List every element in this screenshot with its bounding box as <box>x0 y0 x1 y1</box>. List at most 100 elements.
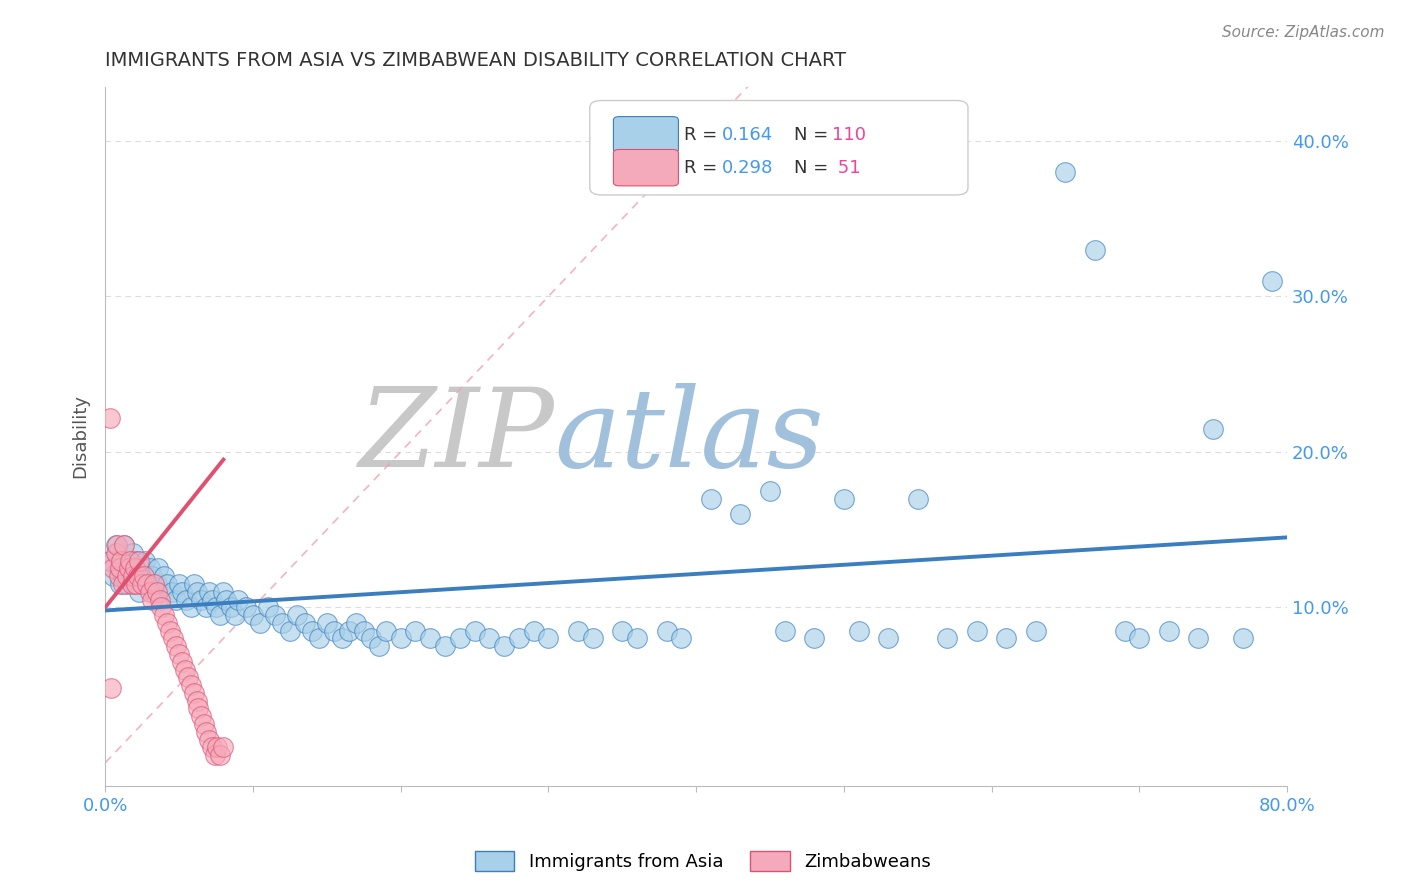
Point <box>104 538 127 552</box>
Point <box>730 507 752 521</box>
Point <box>1187 632 1209 646</box>
Point <box>124 561 146 575</box>
Point <box>197 584 219 599</box>
Point <box>146 577 169 591</box>
Point <box>122 569 145 583</box>
Point <box>226 592 249 607</box>
Point <box>271 615 294 630</box>
Point <box>249 615 271 630</box>
Point <box>108 554 131 568</box>
Text: R =: R = <box>685 126 723 144</box>
Point <box>167 647 190 661</box>
Point <box>149 592 172 607</box>
Point <box>141 592 163 607</box>
Point <box>104 546 127 560</box>
Point <box>131 577 153 591</box>
Point <box>315 615 337 630</box>
Point <box>294 615 316 630</box>
Point <box>235 600 257 615</box>
Point <box>183 686 205 700</box>
Point <box>1084 243 1107 257</box>
Point <box>138 584 160 599</box>
Point <box>148 561 170 575</box>
Point <box>190 592 212 607</box>
Text: N =: N = <box>794 126 834 144</box>
Point <box>224 608 246 623</box>
Y-axis label: Disability: Disability <box>72 394 89 478</box>
Point <box>118 561 141 575</box>
Point <box>117 577 139 591</box>
Point <box>165 592 187 607</box>
Point <box>98 554 121 568</box>
Point <box>209 608 232 623</box>
Point <box>107 561 129 575</box>
Point <box>995 632 1018 646</box>
Point <box>121 569 143 583</box>
Point <box>125 577 148 591</box>
Point <box>150 600 173 615</box>
FancyBboxPatch shape <box>613 117 679 153</box>
Point <box>150 584 173 599</box>
Point <box>131 577 153 591</box>
Point <box>131 561 153 575</box>
Point <box>671 632 693 646</box>
Point <box>344 615 367 630</box>
Point <box>159 624 181 638</box>
Point <box>162 632 184 646</box>
Point <box>160 584 183 599</box>
Point <box>112 538 135 552</box>
Point <box>101 569 124 583</box>
Point <box>212 740 235 755</box>
Point <box>434 639 457 653</box>
Point <box>110 554 132 568</box>
Point <box>120 554 142 568</box>
Text: 0.164: 0.164 <box>723 126 773 144</box>
Point <box>449 632 471 646</box>
Point <box>907 491 929 506</box>
Point <box>167 577 190 591</box>
Point <box>125 554 148 568</box>
Point <box>877 632 900 646</box>
Point <box>156 615 179 630</box>
Point <box>138 561 160 575</box>
Point <box>100 681 122 696</box>
Point <box>308 632 330 646</box>
Text: ZIP: ZIP <box>359 383 554 490</box>
Point <box>1261 274 1284 288</box>
Point <box>98 410 121 425</box>
Point <box>186 693 208 707</box>
Point <box>143 584 166 599</box>
Point <box>153 569 176 583</box>
Point <box>360 632 382 646</box>
Text: Source: ZipAtlas.com: Source: ZipAtlas.com <box>1222 25 1385 40</box>
Point <box>337 624 360 638</box>
Point <box>127 569 149 583</box>
Point <box>128 554 150 568</box>
Point <box>353 624 375 638</box>
Point <box>803 632 825 646</box>
Point <box>264 608 287 623</box>
Point <box>186 584 208 599</box>
FancyBboxPatch shape <box>613 150 679 186</box>
Legend: Immigrants from Asia, Zimbabweans: Immigrants from Asia, Zimbabweans <box>467 844 939 879</box>
Point <box>200 592 222 607</box>
Point <box>197 732 219 747</box>
Text: 110: 110 <box>832 126 866 144</box>
Point <box>1128 632 1150 646</box>
Point <box>121 577 143 591</box>
Point <box>389 632 412 646</box>
Point <box>183 577 205 591</box>
Point <box>193 717 215 731</box>
Point <box>773 624 796 638</box>
Point <box>567 624 589 638</box>
Point <box>124 561 146 575</box>
Point <box>655 624 678 638</box>
Point <box>285 608 308 623</box>
Point <box>176 592 198 607</box>
Point <box>111 577 134 591</box>
FancyBboxPatch shape <box>589 101 967 195</box>
Point <box>98 554 121 568</box>
Point <box>205 600 228 615</box>
Point <box>194 600 217 615</box>
Point <box>128 584 150 599</box>
